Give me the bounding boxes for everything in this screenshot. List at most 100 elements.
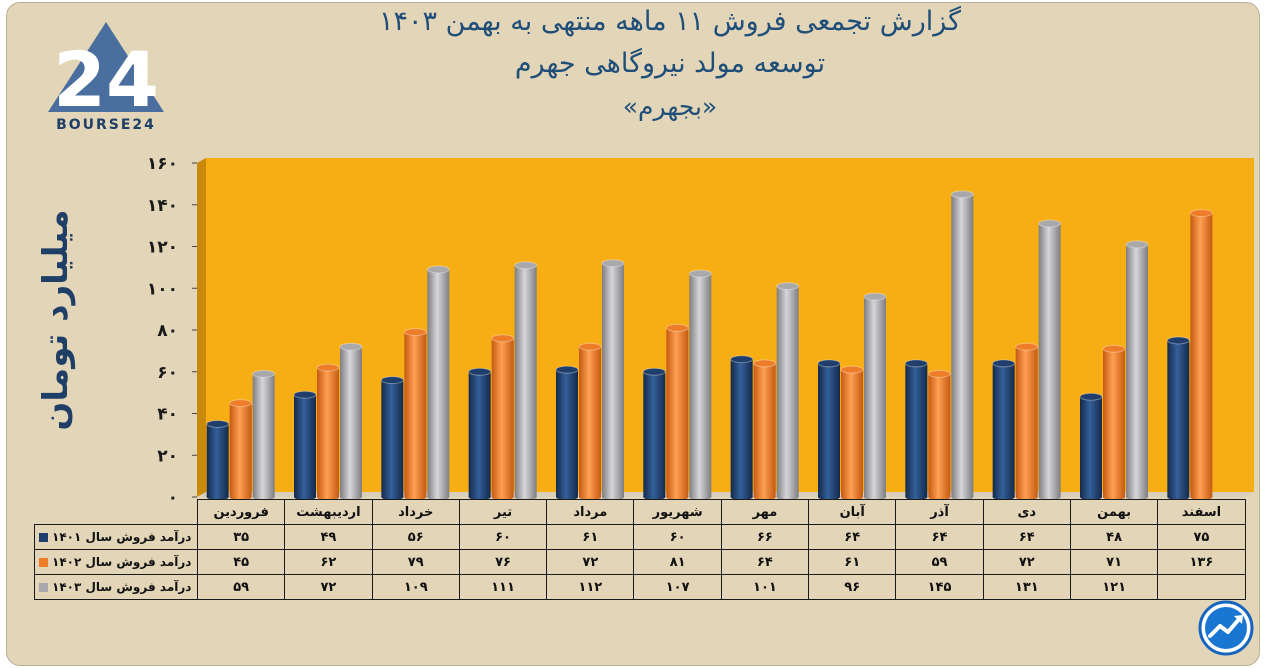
bar-body: [491, 338, 514, 497]
bar-body: [951, 194, 974, 497]
bar-body: [427, 269, 450, 497]
bar: [252, 369, 276, 500]
data-cell: ۸۱: [633, 549, 722, 575]
bar-cap: [229, 399, 253, 408]
bar-cap: [927, 369, 951, 378]
bar-body: [992, 363, 1015, 497]
data-cell: ۶۰: [458, 524, 548, 550]
bar-base: [730, 494, 753, 500]
category-label: خرداد: [371, 499, 460, 525]
bar-body: [602, 263, 624, 497]
table-row: درآمد فروش سال ۱۴۰۱ ۳۵ ۴۹ ۵۶ ۶۰ ۶۱ ۶۰ ۶۶ ۶۴ ۶۴ ۶۴ ۴…: [34, 524, 1246, 550]
bar-base: [491, 494, 514, 500]
bar-base: [1015, 494, 1038, 500]
plot-floor: [197, 492, 1254, 497]
bar: [403, 328, 427, 500]
bar-body: [317, 367, 339, 497]
bar-base: [818, 494, 840, 500]
bar: [601, 259, 625, 500]
bar-cap: [753, 359, 777, 368]
data-cell: ۷۵: [1157, 524, 1246, 550]
legend-swatch: [39, 533, 48, 542]
data-cell: ۴۹: [284, 524, 373, 550]
bar-base: [689, 494, 712, 500]
bar-base: [1190, 494, 1213, 500]
series-name: درآمد فروش سال ۱۴۰۱: [52, 530, 192, 544]
bar: [904, 359, 928, 500]
data-cell: ۷۶: [458, 549, 548, 575]
bar: [468, 367, 492, 500]
y-tick-label: ۲۰: [157, 446, 178, 466]
bar: [730, 355, 754, 500]
data-cell: ۷۱: [1069, 549, 1159, 575]
bar: [642, 367, 666, 500]
bar-base: [294, 494, 316, 500]
bar-cap: [491, 334, 515, 343]
table-header-row: فروردین اردیبهشت خرداد تیر مرداد شهریور مهر آبا…: [34, 499, 1246, 525]
plot-area: [206, 158, 1254, 492]
bar-base: [951, 494, 974, 500]
category-label: فروردین: [196, 499, 286, 525]
bar-cap: [1015, 342, 1039, 351]
data-cell: [1157, 574, 1246, 600]
bar-body: [404, 332, 427, 497]
bar-cap: [1125, 240, 1149, 249]
bar-body: [689, 273, 712, 497]
y-tick-label: ۰: [168, 488, 178, 508]
data-cell: ۵۹: [196, 574, 286, 600]
bar-body: [1190, 213, 1213, 497]
logo-text: BOURSE24: [56, 117, 156, 133]
data-cell: ۶۴: [895, 524, 984, 550]
bar-body: [468, 371, 491, 497]
bar-cap: [252, 369, 276, 378]
bar-base: [556, 494, 578, 500]
bar-body: [1126, 244, 1148, 497]
bar-cap: [339, 342, 363, 351]
bar: [1166, 336, 1190, 500]
bar: [688, 269, 712, 500]
bar-body: [514, 265, 537, 497]
bar: [555, 365, 579, 500]
bar-base: [992, 494, 1015, 500]
bar-body: [905, 363, 928, 497]
bar-cap: [206, 419, 230, 428]
bar-base: [776, 494, 799, 500]
data-cell: ۷۲: [284, 574, 373, 600]
legend-swatch: [39, 558, 48, 567]
data-cell: ۶۱: [808, 549, 897, 575]
bar-body: [340, 346, 362, 497]
bar-base: [1126, 494, 1148, 500]
data-cell: ۱۰۱: [720, 574, 810, 600]
bar: [339, 342, 363, 500]
bar-base: [381, 494, 404, 500]
bar-body: [1167, 340, 1190, 497]
bar-cap: [1189, 209, 1213, 218]
category-label: مرداد: [546, 499, 635, 525]
bar-cap: [863, 292, 887, 301]
bar: [229, 399, 253, 500]
bar: [380, 376, 404, 500]
bar-base: [928, 494, 951, 500]
data-cell: ۱۱۱: [458, 574, 548, 600]
data-cell: ۱۳۶: [1157, 549, 1246, 575]
bar: [817, 359, 841, 500]
bar-body: [556, 369, 578, 497]
bar-body: [294, 394, 316, 497]
data-cell: ۹۶: [808, 574, 897, 600]
data-cell: ۷۲: [546, 549, 635, 575]
bar-body: [579, 346, 601, 497]
bar-base: [841, 494, 863, 500]
data-cell: ۷۲: [982, 549, 1071, 575]
bar-base: [753, 494, 776, 500]
bar: [578, 342, 602, 500]
data-cell: ۱۲۱: [1069, 574, 1159, 600]
table-row: درآمد فروش سال ۱۴۰۳ ۵۹ ۷۲ ۱۰۹ ۱۱۱ ۱۱۲ ۱۰۷ ۱۰۱ ۹۶…: [34, 574, 1246, 600]
bar: [1079, 392, 1103, 500]
data-cell: ۶۴: [808, 524, 897, 550]
bar-base: [468, 494, 491, 500]
bar-base: [514, 494, 537, 500]
data-cell: ۴۸: [1069, 524, 1159, 550]
bar-cap: [316, 363, 340, 372]
bar: [1125, 240, 1149, 500]
bar-base: [1080, 494, 1102, 500]
